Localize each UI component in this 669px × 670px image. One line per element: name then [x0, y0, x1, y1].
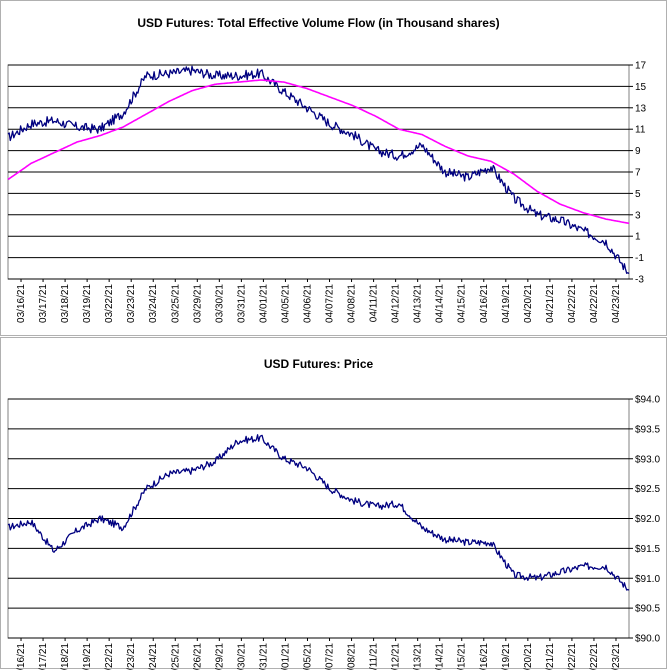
y-tick-label: 11	[635, 125, 646, 136]
x-tick-label: 03/30/21	[236, 643, 247, 670]
x-tick-label: 04/15/21	[457, 643, 468, 670]
x-tick-label: 04/12/21	[391, 284, 402, 323]
x-tick-label: 04/16/21	[479, 284, 490, 323]
x-tick-label: 04/23/21	[611, 643, 622, 670]
series-line-1	[7, 434, 630, 591]
y-tick-label: 15	[635, 82, 647, 93]
x-tick-label: 04/19/21	[501, 643, 512, 670]
x-tick-label: 03/19/21	[82, 284, 93, 323]
x-tick-label: 04/15/21	[457, 284, 468, 323]
y-tick-label: $90.0	[635, 634, 660, 645]
x-tick-label: 04/20/21	[523, 284, 534, 323]
x-tick-label: 03/17/21	[38, 643, 49, 670]
x-tick-label: 03/24/21	[148, 284, 159, 323]
x-tick-label: 03/26/21	[192, 643, 203, 670]
x-tick-label: 03/30/21	[214, 284, 225, 323]
x-tick-label: 03/25/21	[170, 284, 181, 323]
x-tick-label: 03/22/21	[104, 284, 115, 323]
x-tick-label: 04/20/21	[523, 643, 534, 670]
x-tick-label: 03/17/21	[38, 284, 49, 323]
x-tick-label: 03/16/21	[16, 643, 27, 670]
y-tick-label: $93.0	[635, 454, 660, 465]
x-tick-label: 04/07/21	[325, 643, 336, 670]
x-tick-label: 04/11/21	[369, 284, 380, 323]
x-tick-label: 04/22/21	[589, 284, 600, 323]
y-tick-label: $92.0	[635, 514, 660, 525]
y-tick-label: $90.5	[635, 604, 660, 615]
x-tick-label: 03/29/21	[214, 643, 225, 670]
chart-title: USD Futures: Price	[264, 357, 374, 371]
x-tick-label: 04/11/21	[369, 643, 380, 670]
x-tick-label: 03/18/21	[60, 643, 71, 670]
x-tick-label: 04/22/21	[567, 643, 578, 670]
x-tick-label: 04/01/21	[258, 284, 269, 323]
series-line-2	[7, 79, 630, 225]
x-tick-label: 03/18/21	[60, 284, 71, 323]
x-tick-label: 04/07/21	[325, 284, 336, 323]
x-tick-label: 03/19/21	[82, 643, 93, 670]
x-tick-label: 04/13/21	[413, 284, 424, 323]
volume-flow-chart-svg: USD Futures: Total Effective Volume Flow…	[7, 16, 647, 323]
x-tick-label: 03/22/21	[104, 643, 115, 670]
x-tick-label: 04/22/21	[589, 643, 600, 670]
series-line-1	[7, 65, 630, 275]
x-tick-label: 04/21/21	[545, 643, 556, 670]
x-tick-label: 03/16/21	[16, 284, 27, 323]
y-tick-label: $91.5	[635, 544, 660, 555]
volume-flow-chart: USD Futures: Total Effective Volume Flow…	[0, 0, 667, 336]
x-tick-label: 04/21/21	[545, 284, 556, 323]
x-tick-label: 04/23/21	[611, 284, 622, 323]
x-tick-label: 03/29/21	[192, 284, 203, 323]
x-tick-label: 03/24/21	[148, 643, 159, 670]
x-tick-label: 04/05/21	[280, 284, 291, 323]
y-tick-label: 1	[635, 232, 641, 243]
y-tick-label: $94.0	[635, 395, 660, 406]
y-tick-label: 7	[635, 168, 641, 179]
x-tick-label: 04/13/21	[413, 643, 424, 670]
x-tick-label: 03/31/21	[258, 643, 269, 670]
x-tick-label: 04/19/21	[501, 284, 512, 323]
y-tick-label: 3	[635, 210, 641, 221]
x-tick-label: 04/14/21	[435, 284, 446, 323]
x-tick-label: 03/25/21	[170, 643, 181, 670]
x-tick-label: 04/05/21	[302, 643, 313, 670]
y-tick-label: -1	[635, 253, 644, 264]
y-tick-label: $92.5	[635, 484, 660, 495]
x-tick-label: 03/23/21	[126, 284, 137, 323]
y-tick-label: 5	[635, 189, 641, 200]
y-tick-label: $91.0	[635, 574, 660, 585]
x-tick-label: 04/08/21	[347, 643, 358, 670]
chart-title: USD Futures: Total Effective Volume Flow…	[137, 16, 499, 30]
x-tick-label: 04/08/21	[347, 284, 358, 323]
y-tick-label: $93.5	[635, 424, 660, 435]
y-tick-label: 17	[635, 61, 647, 72]
x-tick-label: 04/14/21	[435, 643, 446, 670]
y-tick-label: 9	[635, 146, 641, 157]
x-tick-label: 03/23/21	[126, 643, 137, 670]
y-tick-label: -3	[635, 275, 644, 286]
x-tick-label: 04/06/21	[302, 284, 313, 323]
x-tick-label: 03/31/21	[236, 284, 247, 323]
price-chart: USD Futures: Price $94.0 $93.5 $93.0 $92.5 $9…	[0, 337, 667, 670]
x-tick-label: 04/22/21	[567, 284, 578, 323]
x-tick-label: 04/12/21	[391, 643, 402, 670]
y-tick-label: 13	[635, 103, 647, 114]
x-tick-label: 04/01/21	[280, 643, 291, 670]
x-tick-label: 04/16/21	[479, 643, 490, 670]
price-chart-svg: USD Futures: Price $94.0 $93.5 $93.0 $92.5 $9…	[7, 357, 660, 670]
